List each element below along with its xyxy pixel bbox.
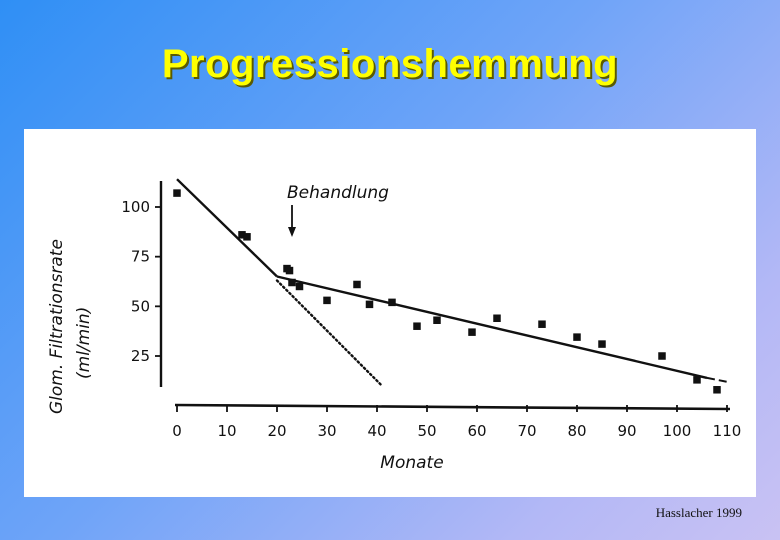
data-point — [493, 314, 501, 323]
data-point — [173, 189, 181, 197]
data-point — [285, 266, 294, 275]
x-tick-label: 60 — [467, 422, 486, 440]
x-tick-label: 110 — [713, 422, 742, 440]
data-point — [243, 233, 251, 241]
y-tick-label: 100 — [121, 198, 150, 216]
axes-group — [155, 181, 731, 412]
fit-line-dashed — [706, 376, 728, 383]
data-point — [598, 340, 606, 348]
data-point — [353, 280, 361, 289]
slide-title: Progressionshemmung — [161, 42, 619, 86]
data-point — [538, 320, 546, 328]
x-tick-label: 10 — [217, 422, 236, 440]
x-axis-line — [174, 403, 731, 411]
chart-figure: Glom. Filtrationsrate (ml/min) Monate Be… — [24, 129, 756, 497]
data-point — [388, 298, 396, 307]
data-point — [238, 231, 246, 239]
fit-line-dotted — [275, 279, 384, 387]
fit-line-solid — [176, 178, 278, 278]
data-points-group — [173, 189, 721, 394]
data-point — [468, 328, 476, 336]
fit-line-solid — [276, 275, 708, 380]
y-tick-label: 50 — [131, 297, 150, 315]
data-point — [413, 322, 421, 330]
y-tick-label: 75 — [131, 248, 150, 266]
x-axis-title: Monate — [380, 453, 443, 473]
data-point — [658, 352, 666, 360]
chart-svg: Glom. Filtrationsrate (ml/min) Monate Be… — [47, 178, 741, 473]
data-point — [433, 316, 441, 324]
data-point — [323, 296, 331, 305]
y-tick-label: 25 — [131, 347, 150, 365]
data-point — [365, 300, 374, 309]
y-axis-title: Glom. Filtrationsrate — [47, 239, 67, 414]
x-tick-label: 70 — [517, 422, 536, 440]
data-point — [713, 386, 721, 394]
labels-group: Glom. Filtrationsrate (ml/min) Monate Be… — [47, 183, 741, 473]
x-tick-label: 50 — [417, 422, 436, 440]
x-tick-label: 40 — [367, 422, 386, 440]
data-point — [295, 282, 304, 291]
data-point — [693, 376, 701, 384]
x-tick-label: 100 — [663, 422, 692, 440]
annotation-arrow-head — [288, 227, 296, 237]
x-tick-label: 20 — [267, 422, 286, 440]
data-point — [288, 278, 296, 287]
annotation-behandlung: Behandlung — [287, 183, 389, 203]
citation: Hasslacher 1999 — [655, 505, 742, 520]
x-tick-label: 0 — [172, 422, 182, 440]
fit-lines-group — [176, 178, 728, 387]
x-tick-label: 90 — [617, 422, 636, 440]
data-point — [573, 333, 581, 341]
x-tick-label: 80 — [567, 422, 586, 440]
x-tick-label: 30 — [317, 422, 336, 440]
y-axis-unit: (ml/min) — [74, 307, 94, 379]
